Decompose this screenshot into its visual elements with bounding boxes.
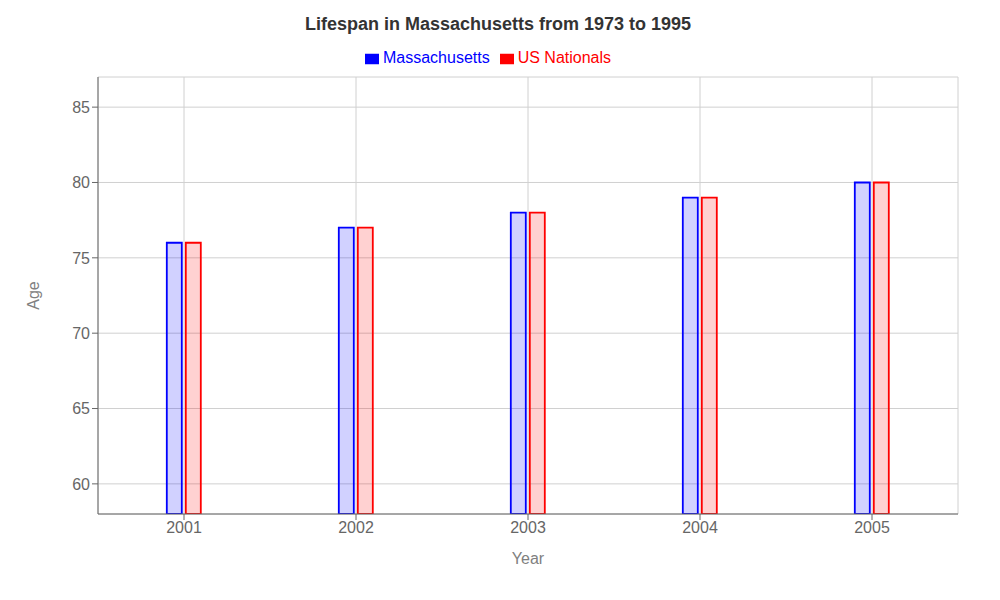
svg-text:65: 65 [72, 400, 90, 417]
svg-text:75: 75 [72, 250, 90, 267]
svg-text:80: 80 [72, 174, 90, 191]
svg-text:Year: Year [512, 550, 545, 567]
svg-text:2005: 2005 [854, 519, 890, 536]
svg-text:85: 85 [72, 99, 90, 116]
svg-text:2003: 2003 [510, 519, 546, 536]
svg-text:70: 70 [72, 325, 90, 342]
svg-text:2001: 2001 [166, 519, 202, 536]
svg-text:2004: 2004 [682, 519, 718, 536]
svg-text:60: 60 [72, 476, 90, 493]
html-text:Massachusetts: Massachusetts [383, 49, 490, 66]
html-text:US Nationals: US Nationals [517, 49, 611, 66]
svg-text:Age: Age [25, 281, 42, 310]
html-text:Lifespan in Massachusetts from: Lifespan in Massachusetts from 1973 to 1… [304, 14, 692, 34]
svg-text:2002: 2002 [338, 519, 374, 536]
